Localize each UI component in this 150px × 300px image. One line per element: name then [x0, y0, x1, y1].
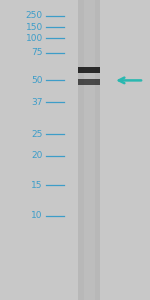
Text: 25: 25 — [31, 130, 43, 139]
Text: 75: 75 — [31, 48, 43, 57]
Text: 15: 15 — [31, 181, 43, 190]
Text: 37: 37 — [31, 98, 43, 106]
Bar — [84, 0, 95, 300]
Bar — [78, 67, 100, 73]
Bar — [78, 0, 100, 300]
Text: 100: 100 — [26, 34, 43, 43]
Text: 20: 20 — [31, 152, 43, 160]
Text: 250: 250 — [26, 11, 43, 20]
Text: 10: 10 — [31, 212, 43, 220]
Bar — [78, 79, 100, 85]
Text: 50: 50 — [31, 76, 43, 85]
Text: 150: 150 — [26, 22, 43, 32]
